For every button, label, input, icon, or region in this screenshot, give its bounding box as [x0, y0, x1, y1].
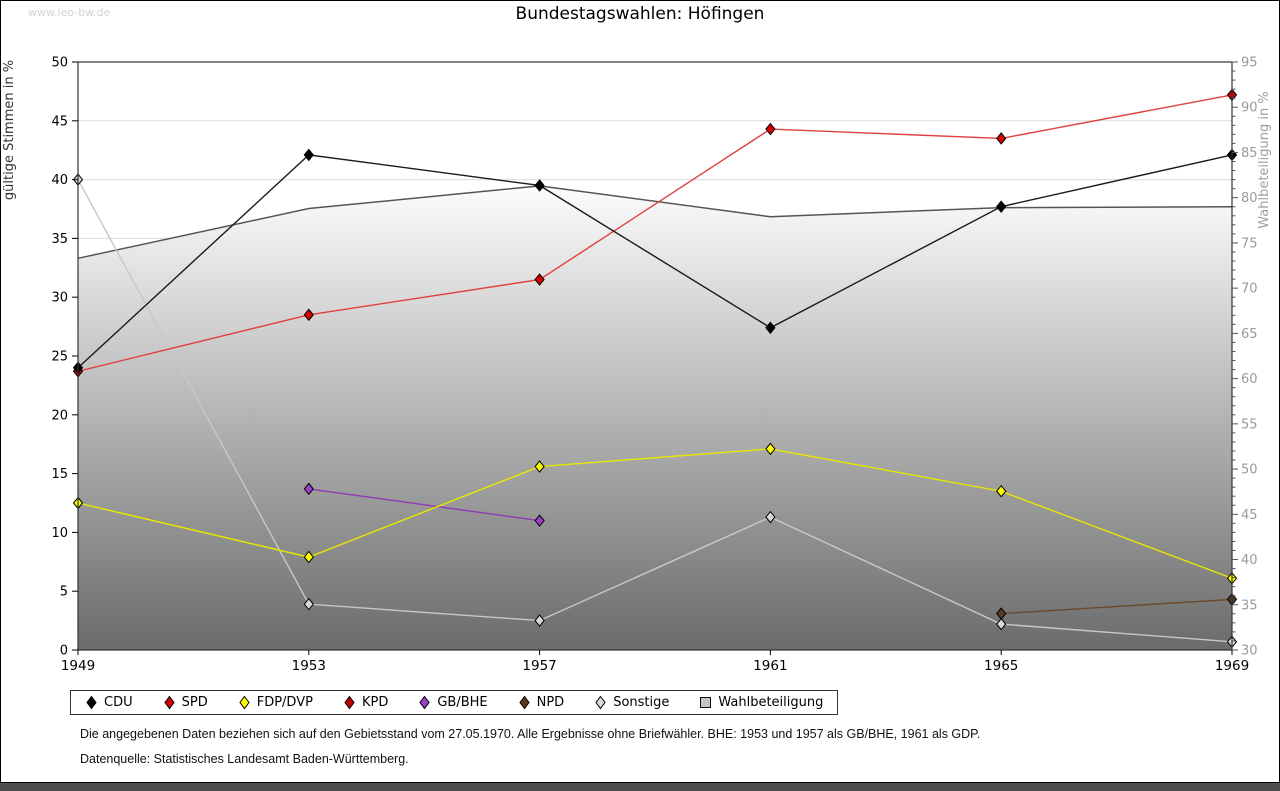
svg-text:50: 50: [51, 56, 68, 71]
svg-text:35: 35: [51, 232, 68, 247]
legend-marker-spd-diamond-icon: [163, 695, 175, 710]
legend-marker-kpd-diamond-icon: [344, 695, 355, 710]
svg-text:30: 30: [1241, 644, 1258, 659]
legend-label-kpd: KPD: [361, 695, 389, 710]
svg-text:60: 60: [1241, 372, 1258, 387]
legend-label-cdu: CDU: [104, 695, 133, 710]
legend-item-sonstige: Sonstige: [594, 695, 669, 710]
left-axis: 0 5 10 15 20 25 30 35 40 45 50 gültige Stimmen in %: [2, 56, 78, 659]
legend-label-wahlbeteiligung: Wahlbeteiligung: [718, 695, 824, 710]
legend-label-gb-bhe: GB/BHE: [437, 695, 488, 710]
svg-text:25: 25: [51, 350, 68, 365]
svg-text:75: 75: [1241, 236, 1258, 251]
chart-legend: CDU SPD FDP/DVP KPD GB/BHE NPD Sonstige Wahlbet…: [70, 690, 839, 715]
svg-text:70: 70: [1241, 282, 1258, 297]
watermark: www.leo-bw.de: [28, 6, 111, 19]
legend-label-spd: SPD: [181, 695, 208, 710]
bottom-bar: [0, 783, 1280, 791]
legend-item-spd: SPD: [163, 695, 208, 710]
svg-text:1957: 1957: [522, 658, 556, 674]
legend-marker-npd-diamond-icon: [518, 695, 530, 710]
svg-text:10: 10: [51, 526, 68, 541]
svg-text:80: 80: [1241, 191, 1258, 206]
svg-text:Wahlbeteiligung in %: Wahlbeteiligung in %: [1257, 91, 1272, 228]
footnote-geo: Die angegebenen Daten beziehen sich auf …: [80, 727, 981, 741]
series-sonstige: [72, 173, 1238, 649]
footnote-source: Datenquelle: Statistisches Landesamt Bad…: [80, 752, 409, 766]
svg-text:90: 90: [1241, 101, 1258, 116]
legend-marker-wahlbeteiligung-square-icon: [700, 697, 712, 708]
legend-marker-fdp-dvp-diamond-icon: [239, 695, 250, 710]
legend-item-cdu: CDU: [85, 695, 133, 710]
svg-text:1969: 1969: [1215, 658, 1249, 674]
svg-text:1953: 1953: [292, 658, 326, 674]
series-gb-bhe: [303, 482, 545, 527]
svg-text:40: 40: [51, 173, 68, 188]
legend-marker-cdu-diamond-icon: [86, 695, 97, 710]
x-axis: 1949 1953 1957 1961 1965 1969: [61, 650, 1249, 674]
legend-item-kpd: KPD: [343, 695, 388, 710]
svg-text:20: 20: [51, 408, 68, 423]
legend-marker-sonstige-diamond-icon: [595, 695, 606, 710]
svg-text:40: 40: [1241, 553, 1258, 568]
legend-item-gb-bhe: GB/BHE: [418, 695, 488, 710]
svg-text:55: 55: [1241, 417, 1258, 432]
svg-text:5: 5: [60, 585, 68, 600]
svg-text:45: 45: [51, 114, 68, 129]
svg-text:0: 0: [60, 644, 68, 659]
svg-text:gültige Stimmen in %: gültige Stimmen in %: [2, 60, 17, 200]
legend-item-fdp-dvp: FDP/DVP: [238, 695, 313, 710]
legend-item-wahlbeteiligung: Wahlbeteiligung: [699, 695, 823, 710]
election-chart: 0 5 10 15 20 25 30 35 40 45 50 gültige Stimmen in %…: [2, 56, 1272, 675]
participation-area: [77, 185, 1233, 650]
right-axis: 30 35 40 45 50 55 60 65 70 75 80 85 90 95 Wahlbeteilig…: [1232, 56, 1272, 659]
legend-label-npd: NPD: [536, 695, 565, 710]
svg-text:1961: 1961: [753, 658, 787, 674]
svg-text:45: 45: [1241, 508, 1258, 523]
svg-text:35: 35: [1241, 598, 1258, 613]
svg-text:1949: 1949: [61, 658, 95, 674]
svg-text:50: 50: [1241, 463, 1258, 478]
svg-text:65: 65: [1241, 327, 1258, 342]
svg-text:85: 85: [1241, 146, 1258, 161]
page-title: Bundestagswahlen: Höfingen: [515, 4, 765, 24]
svg-text:95: 95: [1241, 56, 1258, 71]
legend-item-npd: NPD: [518, 695, 565, 710]
svg-text:30: 30: [51, 291, 68, 306]
svg-text:1965: 1965: [984, 658, 1018, 674]
legend-label-sonstige: Sonstige: [613, 695, 670, 710]
legend-label-fdp-dvp: FDP/DVP: [256, 695, 313, 710]
svg-text:15: 15: [51, 467, 68, 482]
legend-marker-gb-bhe-diamond-icon: [419, 695, 430, 710]
